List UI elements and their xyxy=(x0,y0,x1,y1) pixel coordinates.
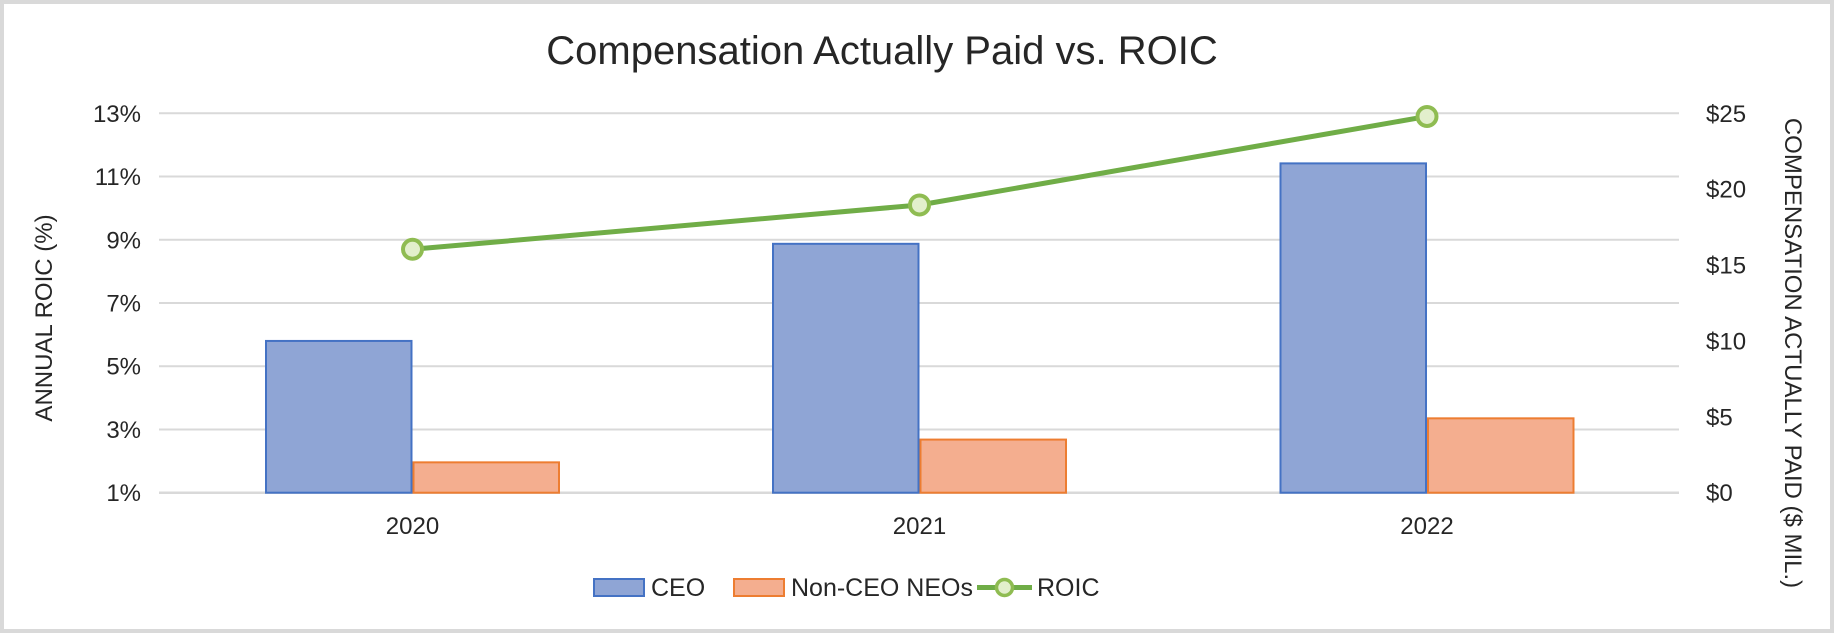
x-axis-labels: 2020 2021 2022 xyxy=(386,513,1454,540)
bar-ceo-2022 xyxy=(1279,162,1427,494)
legend-item-ceo: CEO xyxy=(593,574,705,602)
x-label-2020: 2020 xyxy=(386,513,439,540)
roic-marker-2022 xyxy=(1415,104,1439,128)
left-tick-label: 5% xyxy=(106,354,141,381)
left-axis-title: ANNUAL ROIC (%) xyxy=(31,214,58,421)
left-tick-label: 13% xyxy=(93,101,141,128)
bar-ceo-2021 xyxy=(772,242,920,494)
chart-title: Compensation Actually Paid vs. ROIC xyxy=(546,29,1217,73)
right-tick-label: $20 xyxy=(1706,177,1746,204)
legend-label-ceo: CEO xyxy=(651,574,705,602)
ceo-swatch-icon xyxy=(593,578,645,597)
roic-line xyxy=(412,113,1428,252)
left-axis-ticks: 1% 3% 5% 7% 9% 11% 13% xyxy=(93,101,141,507)
legend-item-non-ceo: Non-CEO NEOs xyxy=(733,574,973,602)
non-ceo-swatch-icon xyxy=(733,578,785,597)
bar-ceo-2020 xyxy=(265,339,413,494)
bar-non-ceo-neos-2022 xyxy=(1427,417,1575,494)
left-tick-label: 11% xyxy=(95,164,141,191)
right-tick-label: $25 xyxy=(1706,101,1746,128)
left-tick-label: 1% xyxy=(106,480,141,507)
right-axis-title: COMPENSATION ACTUALLY PAID ($ MIL.) xyxy=(1779,118,1806,588)
legend-item-roic: ROIC xyxy=(977,574,1100,602)
bar-non-ceo-neos-2020 xyxy=(412,461,560,494)
roic-marker-2021 xyxy=(908,193,931,217)
roic-marker-icon xyxy=(994,577,1015,598)
left-tick-label: 3% xyxy=(106,417,141,444)
right-tick-label: $5 xyxy=(1706,404,1733,431)
x-label-2022: 2022 xyxy=(1400,513,1453,540)
right-tick-label: $0 xyxy=(1706,480,1733,507)
roic-line-series xyxy=(401,104,1439,261)
legend: CEO Non-CEO NEOs ROIC xyxy=(593,574,1100,602)
bar-series xyxy=(265,162,1575,494)
roic-marker-2020 xyxy=(401,237,424,261)
right-tick-label: $15 xyxy=(1706,253,1746,280)
legend-label-non-ceo: Non-CEO NEOs xyxy=(791,574,973,602)
right-tick-label: $10 xyxy=(1706,328,1746,355)
x-label-2021: 2021 xyxy=(893,513,946,540)
right-axis-ticks: $0 $5 $10 $15 $20 $25 xyxy=(1706,101,1746,507)
legend-label-roic: ROIC xyxy=(1037,574,1100,602)
bar-non-ceo-neos-2021 xyxy=(919,438,1067,494)
left-tick-label: 7% xyxy=(106,291,141,318)
left-tick-label: 9% xyxy=(106,227,141,254)
